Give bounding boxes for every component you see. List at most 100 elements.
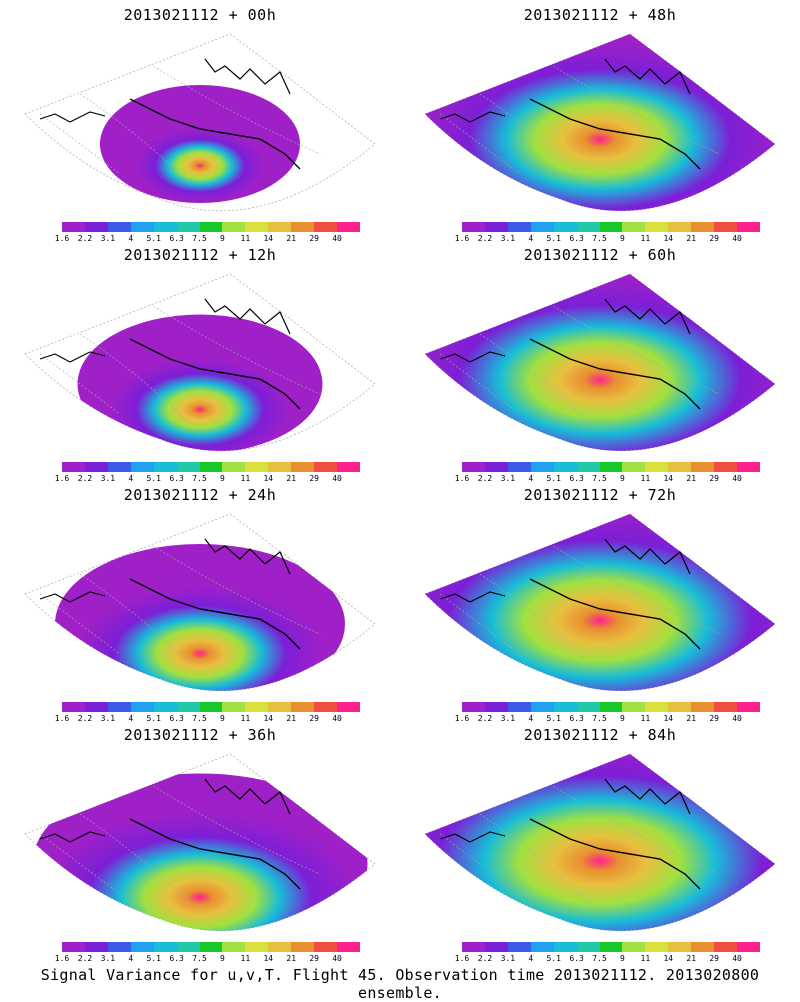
colorbar-swatch (291, 222, 315, 232)
colorbar-label: 5.1 (146, 474, 161, 483)
colorbar-label: 4 (128, 714, 134, 723)
colorbar-label: 11 (240, 234, 251, 243)
variance-map (424, 33, 776, 212)
colorbar-labels: 1.6 2.2 3.1 4 5.1 6.3 7.5 9 11 14 21 29 40 (455, 714, 760, 726)
colorbar-label: 3.1 (100, 234, 116, 243)
colorbar-label: 40 (332, 474, 342, 483)
colorbar-label: 4 (528, 474, 534, 483)
colorbar-labels: 1.6 2.2 3.1 4 5.1 6.3 7.5 9 11 14 21 29 40 (55, 954, 360, 966)
colorbar-label: 9 (620, 234, 625, 243)
colorbar-swatch (130, 942, 154, 952)
colorbar-label: 4 (128, 474, 134, 483)
colorbar-swatch (599, 222, 623, 232)
panel-title: 2013021112 + 12h (123, 246, 277, 264)
colorbar-label: 11 (240, 714, 251, 723)
colorbar-swatch (314, 702, 338, 712)
colorbar-label: 7.5 (192, 474, 207, 483)
colorbar-swatch (737, 222, 760, 232)
colorbar-label: 11 (640, 714, 651, 723)
colorbar-swatch (268, 942, 292, 952)
colorbar-label: 7.5 (592, 474, 607, 483)
colorbar-label: 9 (220, 714, 225, 723)
colorbar-label: 11 (640, 954, 651, 963)
colorbar-swatch (530, 942, 554, 952)
colorbar (462, 942, 760, 952)
colorbar-label: 1.6 (54, 954, 70, 963)
colorbar-swatch (462, 942, 485, 952)
colorbar-swatch (291, 702, 315, 712)
colorbar-swatch (222, 222, 246, 232)
colorbar-swatch (576, 702, 600, 712)
colorbar-label: 29 (309, 234, 319, 243)
colorbar-swatch (507, 942, 531, 952)
colorbar-label: 5.1 (146, 234, 161, 243)
colorbar-swatch (714, 942, 738, 952)
colorbar-label: 21 (286, 954, 297, 963)
map-panel: 2013021112 + 36h 1.6 2.2 3.1 4 5.1 6.3 7.5 9 11 14… (0, 720, 400, 965)
colorbar-swatch (84, 462, 108, 472)
colorbar-label: 5.1 (546, 714, 561, 723)
colorbar-label: 9 (220, 954, 225, 963)
colorbar-swatch (599, 702, 623, 712)
colorbar-swatch (222, 702, 246, 712)
colorbar-label: 6.3 (569, 234, 584, 243)
colorbar-swatch (245, 942, 269, 952)
colorbar-label: 2.2 (77, 234, 93, 243)
colorbar-label: 3.1 (500, 474, 516, 483)
colorbar-swatch (714, 222, 738, 232)
colorbar-swatch (291, 462, 315, 472)
colorbar-swatch (599, 942, 623, 952)
colorbar (62, 942, 360, 952)
colorbar-swatch (130, 222, 154, 232)
colorbar-swatch (107, 942, 131, 952)
colorbar-label: 5.1 (146, 714, 161, 723)
colorbar-swatch (553, 222, 577, 232)
colorbar-swatch (245, 702, 269, 712)
colorbar-label: 6.3 (169, 234, 184, 243)
colorbar-labels: 1.6 2.2 3.1 4 5.1 6.3 7.5 9 11 14 21 29 40 (55, 234, 360, 246)
colorbar-label: 3.1 (100, 714, 116, 723)
colorbar-swatch (507, 222, 531, 232)
colorbar-swatch (530, 702, 554, 712)
colorbar-label: 7.5 (192, 954, 207, 963)
colorbar-swatch (245, 222, 269, 232)
colorbar-label: 7.5 (592, 714, 607, 723)
figure-caption: Signal Variance for u,v,T. Flight 45. Ob… (40, 966, 760, 1002)
colorbar-label: 21 (286, 474, 297, 483)
colorbar-label: 21 (686, 954, 697, 963)
colorbar-swatch (691, 222, 715, 232)
colorbar-label: 6.3 (569, 954, 584, 963)
map-panel: 2013021112 + 24h 1.6 2.2 3.1 4 5.1 6.3 7.5 9 11 14… (0, 480, 400, 725)
map-panel: 2013021112 + 00h 1.6 2.2 3.1 4 5.1 6.3 7.5 9 11 14… (0, 0, 400, 245)
colorbar-swatch (314, 462, 338, 472)
colorbar-swatch (553, 702, 577, 712)
colorbar-swatch (484, 462, 508, 472)
colorbar-swatch (576, 942, 600, 952)
colorbar-swatch (484, 222, 508, 232)
colorbar-labels: 1.6 2.2 3.1 4 5.1 6.3 7.5 9 11 14 21 29 40 (455, 954, 760, 966)
colorbar-label: 14 (663, 714, 674, 723)
variance-map (424, 753, 776, 932)
colorbar-swatch (462, 462, 485, 472)
colorbar-label: 9 (620, 474, 625, 483)
colorbar (462, 702, 760, 712)
variance-map (24, 753, 376, 932)
colorbar-swatch (462, 702, 485, 712)
colorbar-swatch (553, 942, 577, 952)
colorbar-swatch (668, 702, 692, 712)
colorbar-swatch (176, 222, 200, 232)
colorbar-label: 21 (286, 714, 297, 723)
panel-title: 2013021112 + 84h (523, 726, 677, 744)
colorbar-label: 9 (620, 954, 625, 963)
panel-title: 2013021112 + 00h (123, 6, 277, 24)
colorbar-label: 1.6 (454, 474, 470, 483)
colorbar-label: 2.2 (477, 714, 493, 723)
colorbar-swatch (176, 702, 200, 712)
colorbar-label: 1.6 (54, 714, 70, 723)
colorbar-label: 3.1 (100, 474, 116, 483)
colorbar (62, 702, 360, 712)
colorbar-swatch (130, 462, 154, 472)
colorbar-label: 1.6 (54, 234, 70, 243)
colorbar-label: 7.5 (592, 954, 607, 963)
colorbar-swatch (337, 702, 360, 712)
